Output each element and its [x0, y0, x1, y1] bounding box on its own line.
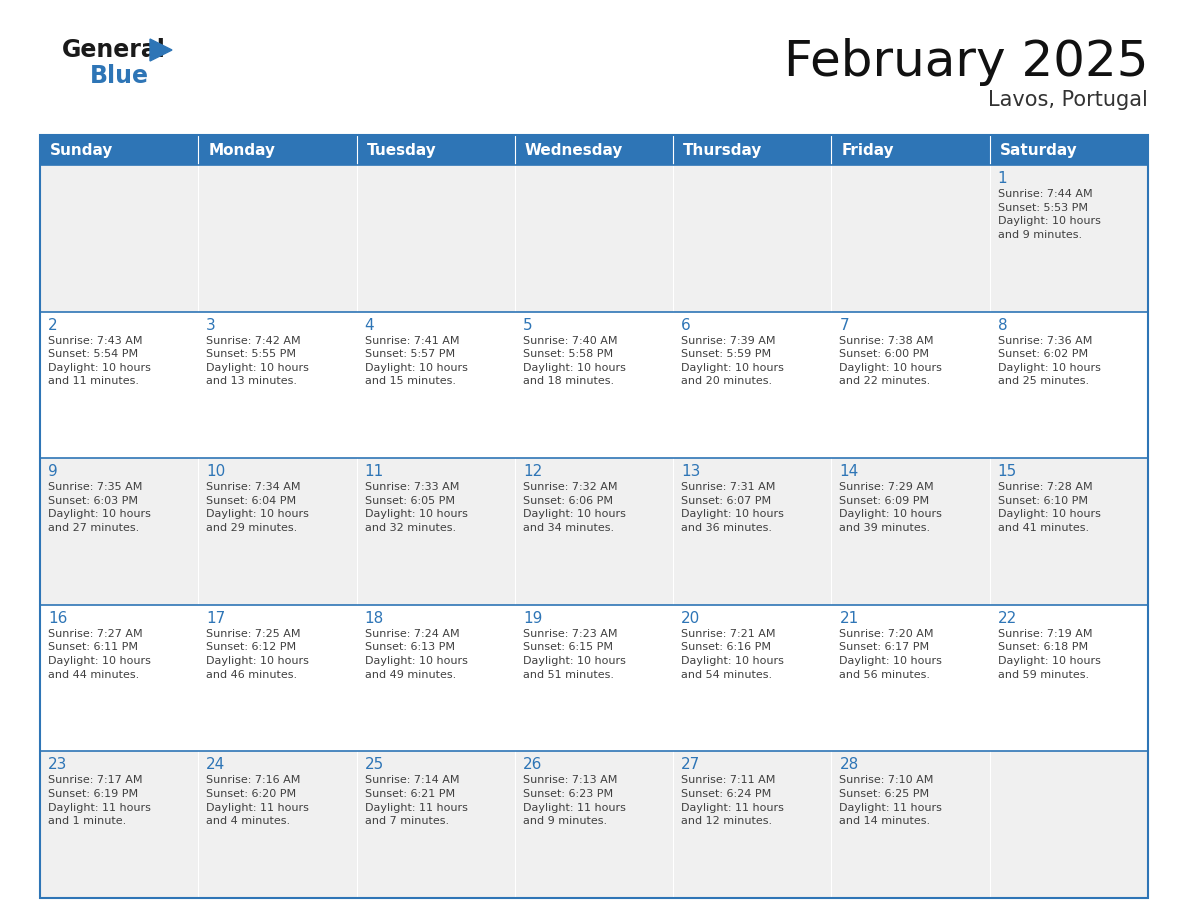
Text: Sunrise: 7:42 AM
Sunset: 5:55 PM
Daylight: 10 hours
and 13 minutes.: Sunrise: 7:42 AM Sunset: 5:55 PM Dayligh…: [207, 336, 309, 386]
Text: 3: 3: [207, 318, 216, 332]
Text: Sunrise: 7:36 AM
Sunset: 6:02 PM
Daylight: 10 hours
and 25 minutes.: Sunrise: 7:36 AM Sunset: 6:02 PM Dayligh…: [998, 336, 1100, 386]
Text: Sunrise: 7:24 AM
Sunset: 6:13 PM
Daylight: 10 hours
and 49 minutes.: Sunrise: 7:24 AM Sunset: 6:13 PM Dayligh…: [365, 629, 467, 679]
Text: Sunrise: 7:43 AM
Sunset: 5:54 PM
Daylight: 10 hours
and 11 minutes.: Sunrise: 7:43 AM Sunset: 5:54 PM Dayligh…: [48, 336, 151, 386]
Text: Saturday: Saturday: [1000, 142, 1078, 158]
Bar: [40, 135, 1148, 898]
Text: Sunrise: 7:27 AM
Sunset: 6:11 PM
Daylight: 10 hours
and 44 minutes.: Sunrise: 7:27 AM Sunset: 6:11 PM Dayligh…: [48, 629, 151, 679]
Text: Lavos, Portugal: Lavos, Portugal: [988, 90, 1148, 110]
Text: Sunrise: 7:39 AM
Sunset: 5:59 PM
Daylight: 10 hours
and 20 minutes.: Sunrise: 7:39 AM Sunset: 5:59 PM Dayligh…: [681, 336, 784, 386]
Text: 22: 22: [998, 610, 1017, 626]
Bar: [40, 458, 1148, 605]
Bar: [40, 605, 1148, 752]
Text: Thursday: Thursday: [683, 142, 763, 158]
Text: Sunrise: 7:32 AM
Sunset: 6:06 PM
Daylight: 10 hours
and 34 minutes.: Sunrise: 7:32 AM Sunset: 6:06 PM Dayligh…: [523, 482, 626, 533]
Polygon shape: [150, 39, 172, 61]
Text: Sunrise: 7:17 AM
Sunset: 6:19 PM
Daylight: 11 hours
and 1 minute.: Sunrise: 7:17 AM Sunset: 6:19 PM Dayligh…: [48, 776, 151, 826]
Text: Sunrise: 7:29 AM
Sunset: 6:09 PM
Daylight: 10 hours
and 39 minutes.: Sunrise: 7:29 AM Sunset: 6:09 PM Dayligh…: [840, 482, 942, 533]
Text: Sunrise: 7:31 AM
Sunset: 6:07 PM
Daylight: 10 hours
and 36 minutes.: Sunrise: 7:31 AM Sunset: 6:07 PM Dayligh…: [681, 482, 784, 533]
Text: Sunrise: 7:25 AM
Sunset: 6:12 PM
Daylight: 10 hours
and 46 minutes.: Sunrise: 7:25 AM Sunset: 6:12 PM Dayligh…: [207, 629, 309, 679]
Bar: [40, 135, 1148, 165]
Text: Sunrise: 7:35 AM
Sunset: 6:03 PM
Daylight: 10 hours
and 27 minutes.: Sunrise: 7:35 AM Sunset: 6:03 PM Dayligh…: [48, 482, 151, 533]
Text: 24: 24: [207, 757, 226, 772]
Text: 2: 2: [48, 318, 58, 332]
Text: 1: 1: [998, 171, 1007, 186]
Text: 5: 5: [523, 318, 532, 332]
Text: 21: 21: [840, 610, 859, 626]
Text: 20: 20: [681, 610, 701, 626]
Text: February 2025: February 2025: [784, 38, 1148, 86]
Text: Wednesday: Wednesday: [525, 142, 624, 158]
Text: 11: 11: [365, 465, 384, 479]
Text: Sunrise: 7:28 AM
Sunset: 6:10 PM
Daylight: 10 hours
and 41 minutes.: Sunrise: 7:28 AM Sunset: 6:10 PM Dayligh…: [998, 482, 1100, 533]
Text: Sunrise: 7:21 AM
Sunset: 6:16 PM
Daylight: 10 hours
and 54 minutes.: Sunrise: 7:21 AM Sunset: 6:16 PM Dayligh…: [681, 629, 784, 679]
Text: 13: 13: [681, 465, 701, 479]
Text: Blue: Blue: [90, 64, 148, 88]
Text: Sunrise: 7:16 AM
Sunset: 6:20 PM
Daylight: 11 hours
and 4 minutes.: Sunrise: 7:16 AM Sunset: 6:20 PM Dayligh…: [207, 776, 309, 826]
Text: 27: 27: [681, 757, 701, 772]
Text: 14: 14: [840, 465, 859, 479]
Bar: [40, 165, 1148, 311]
Text: Sunrise: 7:44 AM
Sunset: 5:53 PM
Daylight: 10 hours
and 9 minutes.: Sunrise: 7:44 AM Sunset: 5:53 PM Dayligh…: [998, 189, 1100, 240]
Text: 12: 12: [523, 465, 542, 479]
Text: Sunrise: 7:34 AM
Sunset: 6:04 PM
Daylight: 10 hours
and 29 minutes.: Sunrise: 7:34 AM Sunset: 6:04 PM Dayligh…: [207, 482, 309, 533]
Text: Sunday: Sunday: [50, 142, 113, 158]
Text: Sunrise: 7:14 AM
Sunset: 6:21 PM
Daylight: 11 hours
and 7 minutes.: Sunrise: 7:14 AM Sunset: 6:21 PM Dayligh…: [365, 776, 467, 826]
Text: 6: 6: [681, 318, 691, 332]
Bar: [40, 311, 1148, 458]
Text: Sunrise: 7:23 AM
Sunset: 6:15 PM
Daylight: 10 hours
and 51 minutes.: Sunrise: 7:23 AM Sunset: 6:15 PM Dayligh…: [523, 629, 626, 679]
Text: 17: 17: [207, 610, 226, 626]
Text: 8: 8: [998, 318, 1007, 332]
Text: 19: 19: [523, 610, 542, 626]
Text: 25: 25: [365, 757, 384, 772]
Text: Sunrise: 7:11 AM
Sunset: 6:24 PM
Daylight: 11 hours
and 12 minutes.: Sunrise: 7:11 AM Sunset: 6:24 PM Dayligh…: [681, 776, 784, 826]
Text: Sunrise: 7:40 AM
Sunset: 5:58 PM
Daylight: 10 hours
and 18 minutes.: Sunrise: 7:40 AM Sunset: 5:58 PM Dayligh…: [523, 336, 626, 386]
Text: 23: 23: [48, 757, 68, 772]
Text: Sunrise: 7:33 AM
Sunset: 6:05 PM
Daylight: 10 hours
and 32 minutes.: Sunrise: 7:33 AM Sunset: 6:05 PM Dayligh…: [365, 482, 467, 533]
Text: 9: 9: [48, 465, 58, 479]
Text: Sunrise: 7:19 AM
Sunset: 6:18 PM
Daylight: 10 hours
and 59 minutes.: Sunrise: 7:19 AM Sunset: 6:18 PM Dayligh…: [998, 629, 1100, 679]
Text: 28: 28: [840, 757, 859, 772]
Text: General: General: [62, 38, 166, 62]
Text: 7: 7: [840, 318, 849, 332]
Text: 26: 26: [523, 757, 542, 772]
Text: 18: 18: [365, 610, 384, 626]
Text: Sunrise: 7:38 AM
Sunset: 6:00 PM
Daylight: 10 hours
and 22 minutes.: Sunrise: 7:38 AM Sunset: 6:00 PM Dayligh…: [840, 336, 942, 386]
Text: 4: 4: [365, 318, 374, 332]
Text: Sunrise: 7:10 AM
Sunset: 6:25 PM
Daylight: 11 hours
and 14 minutes.: Sunrise: 7:10 AM Sunset: 6:25 PM Dayligh…: [840, 776, 942, 826]
Text: Monday: Monday: [208, 142, 276, 158]
Bar: [40, 752, 1148, 898]
Text: Tuesday: Tuesday: [367, 142, 436, 158]
Text: Friday: Friday: [841, 142, 895, 158]
Text: 16: 16: [48, 610, 68, 626]
Text: Sunrise: 7:13 AM
Sunset: 6:23 PM
Daylight: 11 hours
and 9 minutes.: Sunrise: 7:13 AM Sunset: 6:23 PM Dayligh…: [523, 776, 626, 826]
Text: Sunrise: 7:20 AM
Sunset: 6:17 PM
Daylight: 10 hours
and 56 minutes.: Sunrise: 7:20 AM Sunset: 6:17 PM Dayligh…: [840, 629, 942, 679]
Text: Sunrise: 7:41 AM
Sunset: 5:57 PM
Daylight: 10 hours
and 15 minutes.: Sunrise: 7:41 AM Sunset: 5:57 PM Dayligh…: [365, 336, 467, 386]
Text: 10: 10: [207, 465, 226, 479]
Text: 15: 15: [998, 465, 1017, 479]
